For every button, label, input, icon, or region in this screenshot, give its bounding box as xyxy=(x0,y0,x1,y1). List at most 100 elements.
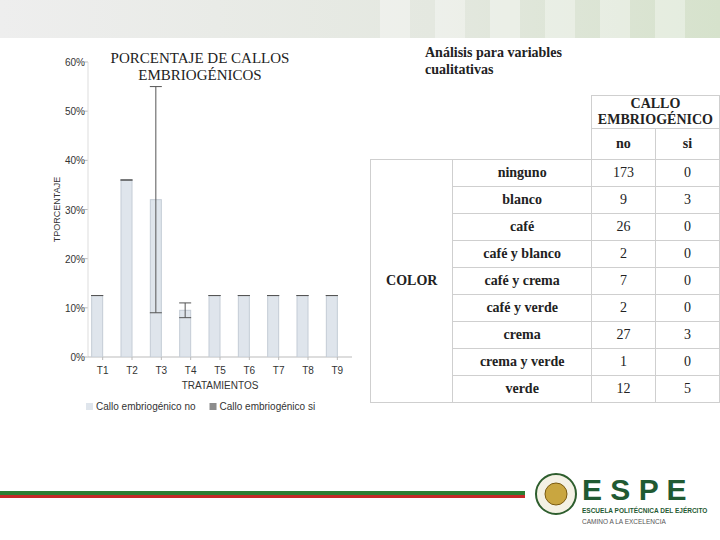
row-header: crema xyxy=(453,322,591,349)
error-bar xyxy=(179,303,191,318)
table-cell: 7 xyxy=(591,268,655,295)
x-tick xyxy=(308,357,309,360)
logo-institution: ESCUELA POLITÉCNICA DEL EJÉRCITO xyxy=(582,506,707,514)
x-tick xyxy=(337,357,338,360)
x-tick xyxy=(161,357,162,360)
y-tick-label: 0% xyxy=(71,352,86,363)
x-tick-label: T9 xyxy=(331,365,343,376)
band-stripe xyxy=(490,0,520,38)
bar xyxy=(121,180,132,357)
bar xyxy=(268,296,279,357)
error-cap xyxy=(179,302,191,303)
row-header: café y verde xyxy=(453,295,591,322)
error-cap xyxy=(297,295,309,296)
chart-title: PORCENTAJE DE CALLOS EMBRIOGÉNICOS xyxy=(100,50,300,84)
x-tick xyxy=(132,357,133,360)
top-band xyxy=(0,0,720,38)
x-tick xyxy=(220,357,221,360)
logo-emblem-core xyxy=(545,483,567,505)
table-cell: 2 xyxy=(591,295,655,322)
x-tick-label: T2 xyxy=(126,365,138,376)
logo-motto: CAMINO A LA EXCELENCIA xyxy=(582,518,666,525)
x-tick xyxy=(190,357,191,360)
slide-heading: Análisis para variables cualitativas xyxy=(425,44,605,78)
error-cap xyxy=(209,295,221,296)
x-tick-label: T3 xyxy=(155,365,167,376)
error-cap xyxy=(297,295,309,296)
row-header: verde xyxy=(453,376,591,403)
table-row: verde125 xyxy=(371,376,720,403)
legend-swatch xyxy=(210,403,217,410)
y-axis-title: TPORCENTAJE xyxy=(52,177,62,242)
table-cell: 0 xyxy=(655,295,719,322)
bar xyxy=(326,296,337,357)
table-cell: 0 xyxy=(655,241,719,268)
table-header-row: nosi xyxy=(371,129,720,160)
x-tick-label: T5 xyxy=(214,365,226,376)
table-cell: 3 xyxy=(655,322,719,349)
table-cell: 26 xyxy=(591,214,655,241)
band-stripe xyxy=(655,0,685,38)
legend-swatch xyxy=(86,403,93,410)
error-cap xyxy=(267,295,279,296)
row-header: blanco xyxy=(453,187,591,214)
error-cap xyxy=(209,295,221,296)
band-stripe xyxy=(435,0,465,38)
table-row: blanco93 xyxy=(371,187,720,214)
error-bar xyxy=(297,295,309,296)
table-cell: 27 xyxy=(591,322,655,349)
error-bar xyxy=(326,295,338,296)
bar xyxy=(209,296,220,357)
logo-emblem xyxy=(536,474,576,514)
error-bar xyxy=(150,87,162,313)
row-group-label: COLOR xyxy=(371,160,453,403)
table-row: café y verde20 xyxy=(371,295,720,322)
row-header: ninguno xyxy=(453,160,591,187)
slide-canvas: 0%10%20%30%40%50%60%T1T2T3T4T5T6T7T8T9TR… xyxy=(0,0,720,540)
error-cap xyxy=(267,295,279,296)
error-bar xyxy=(121,180,133,181)
table-row: café260 xyxy=(371,214,720,241)
bar xyxy=(92,296,103,357)
x-tick-label: T4 xyxy=(185,365,197,376)
table-header-row: CALLO EMBRIOGÉNICO xyxy=(371,96,720,129)
table-cell: 0 xyxy=(655,214,719,241)
error-bar xyxy=(91,295,103,296)
x-tick-label: T7 xyxy=(273,365,285,376)
table-row: café y blanco20 xyxy=(371,241,720,268)
x-tick-label: T1 xyxy=(97,365,109,376)
error-stem xyxy=(185,303,186,318)
error-cap xyxy=(150,86,162,87)
table-cell: 173 xyxy=(591,160,655,187)
error-cap xyxy=(326,295,338,296)
column-group-label: CALLO EMBRIOGÉNICO xyxy=(591,96,719,129)
row-header: café y crema xyxy=(453,268,591,295)
table-cell: 0 xyxy=(655,160,719,187)
bottom-stripe-green xyxy=(0,491,525,495)
table-cell: 3 xyxy=(655,187,719,214)
table-cell: 9 xyxy=(591,187,655,214)
bar xyxy=(297,296,308,357)
row-header: café y blanco xyxy=(453,241,591,268)
y-tick-label: 20% xyxy=(65,254,85,265)
error-cap xyxy=(121,180,133,181)
blank-cell xyxy=(371,129,592,160)
blank-cell xyxy=(371,96,592,129)
row-header: crema y verde xyxy=(453,349,591,376)
y-tick-label: 40% xyxy=(65,155,85,166)
contingency-table: CALLO EMBRIOGÉNICOnosiCOLORninguno1730bl… xyxy=(370,95,720,403)
error-bar xyxy=(209,295,221,296)
error-cap xyxy=(238,295,250,296)
band-stripe xyxy=(380,0,410,38)
table-row: crema273 xyxy=(371,322,720,349)
table-row: crema y verde10 xyxy=(371,349,720,376)
x-tick-label: T8 xyxy=(302,365,314,376)
error-cap xyxy=(179,317,191,318)
x-tick xyxy=(278,357,279,360)
error-cap xyxy=(121,180,133,181)
table-cell: 1 xyxy=(591,349,655,376)
table-row: COLORninguno1730 xyxy=(371,160,720,187)
bar xyxy=(238,296,249,357)
error-cap xyxy=(150,312,162,313)
x-tick-label: T6 xyxy=(243,365,255,376)
